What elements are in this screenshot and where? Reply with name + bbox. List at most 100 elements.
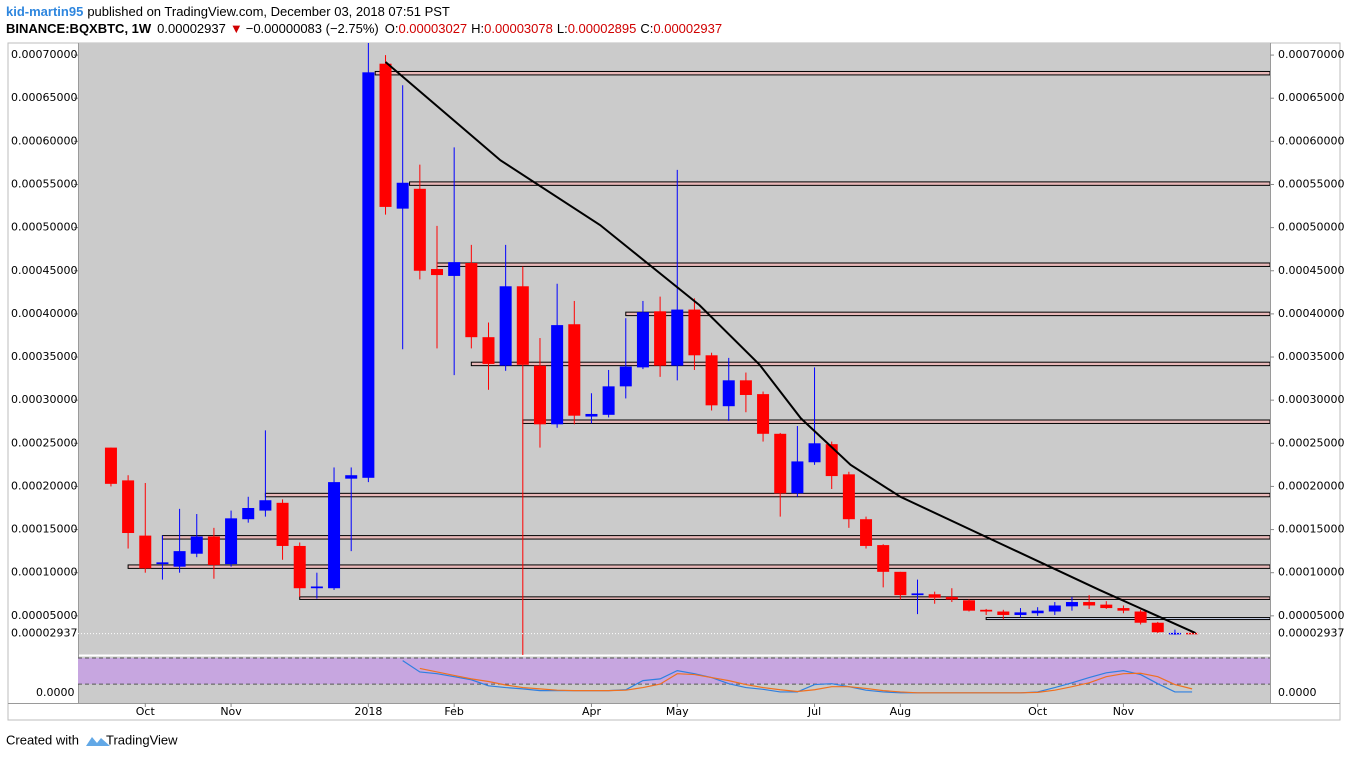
candle-body [808,443,821,463]
candle-body [980,609,993,612]
y-tick-label: 0.00030000 [11,393,77,406]
candle-body [774,433,787,494]
candle-body [139,535,152,569]
candle-body [190,536,203,554]
zone [625,311,1270,317]
candle-body [1186,632,1199,635]
axes: 0.00005000 0.00005000 0.00010000 0.00010000… [9,48,1344,718]
logo [86,737,110,746]
ohlc-value: 0.00002937 [653,21,722,36]
candle-body [173,551,186,567]
candle-body [104,447,117,484]
candle-body [962,600,975,611]
indicator-band [78,658,1270,685]
candle-body [122,480,135,534]
candle-body [842,474,855,520]
candle-body [482,337,495,364]
footer-brand[interactable]: TradingView [106,732,178,747]
candle-body [671,309,684,366]
ohlc-label: H: [471,21,484,36]
last-price-box [9,626,77,641]
ohlc-value: 0.00003027 [398,21,467,36]
plot-area [78,43,1270,703]
main-pane [78,43,1270,655]
candle-body [1100,604,1113,609]
zone [436,262,1270,267]
candle-body [791,461,804,494]
zone [299,596,1270,600]
candle-body [860,519,873,546]
candle-body [448,262,461,276]
candle-body [293,545,306,589]
y-tick-label: 0.00010000 [11,566,77,579]
published: published on TradingView.com, December 0… [87,4,450,19]
zone [470,361,1270,367]
last-price-label: 0.00002937 [1278,627,1344,640]
candle-body [568,324,581,416]
candle-body [1117,608,1130,611]
candle-body [705,355,718,406]
candle-body [516,286,529,365]
change: −0.00000083 (−2.75%) [246,21,379,36]
y-tick-label: 0.00040000 [1278,307,1344,320]
y-tick-label: 0.00035000 [1278,350,1344,363]
header-line: kid-martin95 published on TradingView.com… [6,4,450,19]
candle-body [396,182,409,209]
y-tick-label: 0.00010000 [1278,566,1344,579]
x-tick-label: May [666,705,689,718]
ohlc-label: C: [640,21,653,36]
y-tick-label: 0.00045000 [11,264,77,277]
x-tick-label: 2018 [354,705,382,718]
y-tick-label: 0.00055000 [1278,177,1344,190]
candle-body [1083,602,1096,606]
candle-body [894,571,907,596]
candle-body [619,366,632,387]
candle-body [877,545,890,572]
author[interactable]: kid-martin95 [6,4,83,19]
x-tick-label: Aug [890,705,911,718]
indicator-pane [78,657,1270,694]
y-tick-label: 0.00060000 [11,134,77,147]
candle-body [997,611,1010,615]
candle-body [465,262,478,338]
candle-body [431,269,444,276]
candle-body [362,72,375,478]
candle-body [739,380,752,395]
zone [374,70,1270,76]
candle-body [1065,602,1078,607]
candle-body [1048,605,1061,612]
zone [522,419,1270,424]
zone [985,617,1270,621]
candle-body [499,286,512,366]
candle-body [225,518,238,565]
y-tick-label: 0.00070000 [1278,48,1344,61]
y-tick-label: 0.00065000 [11,91,77,104]
footer-created: Created with [6,732,79,747]
symbol: BINANCE:BQXBTC, 1W [6,21,152,36]
y-tick-label: 0.00020000 [1278,479,1344,492]
last-price-label: 0.00002937 [11,627,77,640]
y-tick-label: 0.00035000 [11,350,77,363]
candle-body [1168,632,1181,635]
candle-body [533,365,546,425]
last: 0.00002937 [157,21,226,36]
zone [127,564,1270,569]
y-tick-label: 0.00060000 [1278,134,1344,147]
candle-body [654,311,667,366]
candle-body [1151,622,1164,633]
x-tick-label: Oct [1028,705,1048,718]
candle-body [928,594,941,598]
candle-body [1031,610,1044,614]
candle-body [757,394,770,434]
y-tick-label: 0.00025000 [11,436,77,449]
y-tick-label: 0.00015000 [11,523,77,536]
symbol-line: BINANCE:BQXBTC, 1W 0.00002937 ▼ −0.00000083… [6,21,722,36]
x-tick-label: Nov [1113,705,1135,718]
x-tick-label: Oct [136,705,156,718]
candle-body [585,413,598,417]
candle-body [722,380,735,407]
candle-body [156,562,169,565]
candle-body [276,502,289,546]
candle-body [636,312,649,368]
